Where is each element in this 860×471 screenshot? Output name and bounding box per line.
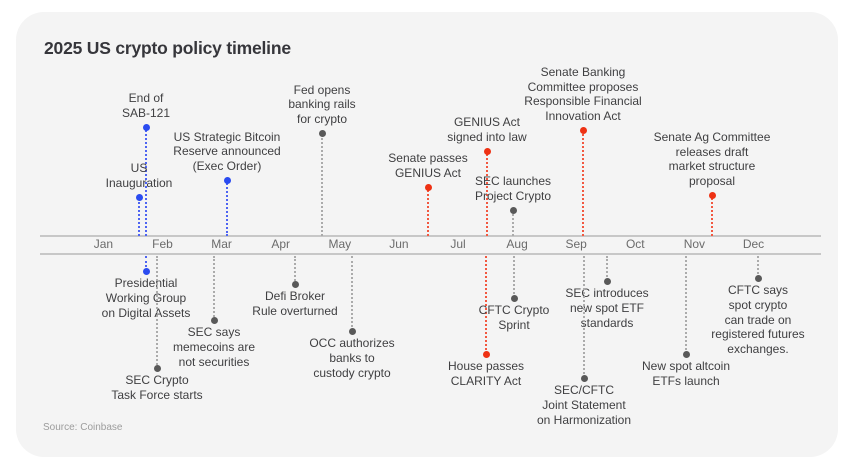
event-leader-line-sec-launches-project-crypto — [512, 210, 514, 236]
event-leader-line-sec-cftc-joint-statement — [583, 255, 585, 378]
event-dot-cftc-spot-on-futures-exchanges — [754, 274, 762, 282]
event-label-new-spot-altcoin-etfs: New spot altcoin ETFs launch — [641, 359, 731, 388]
event-leader-line-senate-passes-genius-act — [427, 187, 429, 236]
event-dot-sec-cftc-joint-statement — [580, 374, 588, 382]
event-label-cftc-spot-on-futures-exchanges: CFTC says spot crypto can trade on regis… — [711, 283, 805, 357]
source-caption: Source: Coinbase — [43, 422, 123, 433]
event-dot-presidential-working-group — [142, 267, 150, 275]
month-label: Jul — [450, 237, 466, 251]
month-label: Apr — [271, 237, 291, 251]
event-leader-line-us-strategic-bitcoin-reserve — [226, 180, 228, 236]
month-label: Nov — [683, 237, 706, 251]
event-leader-line-defi-broker-rule-overturned — [294, 255, 296, 284]
event-dot-genius-act-signed — [483, 147, 491, 155]
event-leader-line-end-of-sab-121 — [145, 127, 147, 236]
event-leader-line-sec-crypto-task-force — [156, 255, 158, 368]
event-leader-line-us-inauguration — [138, 197, 140, 236]
event-label-senate-passes-genius-act: Senate passes GENIUS Act — [388, 151, 468, 181]
event-dot-us-strategic-bitcoin-reserve — [223, 176, 231, 184]
event-leader-line-genius-act-signed — [486, 151, 488, 236]
chart-title: 2025 US crypto policy timeline — [44, 38, 291, 58]
event-dot-occ-authorizes-custody — [348, 327, 356, 335]
event-leader-line-occ-authorizes-custody — [351, 255, 353, 331]
event-label-us-strategic-bitcoin-reserve: US Strategic Bitcoin Reserve announced (… — [173, 129, 281, 174]
event-dot-sec-crypto-task-force — [153, 364, 161, 372]
month-label: Oct — [625, 237, 645, 251]
month-label: Jan — [93, 237, 114, 251]
event-label-presidential-working-group: Presidential Working Group on Digital As… — [101, 276, 191, 320]
event-dot-sec-new-spot-etf-standards — [603, 277, 611, 285]
event-dot-cftc-crypto-sprint — [510, 294, 518, 302]
event-leader-line-cftc-spot-on-futures-exchanges — [757, 255, 759, 278]
event-label-sec-launches-project-crypto: SEC launches Project Crypto — [474, 174, 552, 204]
event-dot-defi-broker-rule-overturned — [291, 280, 299, 288]
event-leader-line-fed-opens-banking-rails — [321, 133, 323, 236]
event-dot-senate-ag-market-structure — [708, 191, 716, 199]
event-dot-fed-opens-banking-rails — [318, 129, 326, 137]
event-label-sec-new-spot-etf-standards: SEC introduces new spot ETF standards — [565, 286, 649, 330]
event-label-sec-cftc-joint-statement: SEC/CFTC Joint Statement on Harmonizatio… — [536, 383, 632, 427]
event-dot-new-spot-altcoin-etfs — [682, 350, 690, 358]
event-label-cftc-crypto-sprint: CFTC Crypto Sprint — [478, 303, 550, 332]
event-dot-end-of-sab-121 — [142, 123, 150, 131]
month-label: Feb — [152, 237, 173, 251]
event-label-genius-act-signed: GENIUS Act signed into law — [447, 115, 527, 145]
event-dot-sec-memecoins-not-securities — [210, 316, 218, 324]
event-leader-line-new-spot-altcoin-etfs — [685, 255, 687, 354]
axis-line-bottom — [40, 252, 821, 255]
event-label-sec-crypto-task-force: SEC Crypto Task Force starts — [111, 373, 203, 402]
event-label-defi-broker-rule-overturned: Defi Broker Rule overturned — [252, 289, 338, 318]
event-leader-line-presidential-working-group — [145, 255, 147, 271]
month-label: Dec — [742, 237, 765, 251]
event-dot-house-passes-clarity-act — [482, 350, 490, 358]
event-leader-line-senate-ag-market-structure — [711, 195, 713, 236]
event-label-occ-authorizes-custody: OCC authorizes banks to custody crypto — [309, 336, 395, 380]
event-leader-line-senate-banking-rfia — [582, 130, 584, 236]
event-label-house-passes-clarity-act: House passes CLARITY Act — [447, 359, 525, 388]
event-dot-senate-passes-genius-act — [424, 183, 432, 191]
event-label-senate-ag-market-structure: Senate Ag Committee releases draft marke… — [653, 129, 771, 189]
event-label-end-of-sab-121: End of SAB-121 — [121, 91, 171, 121]
axis-line-top — [40, 234, 821, 237]
event-label-fed-opens-banking-rails: Fed opens banking rails for crypto — [288, 82, 356, 127]
event-dot-senate-banking-rfia — [579, 126, 587, 134]
event-leader-line-sec-memecoins-not-securities — [213, 255, 215, 320]
month-label: Mar — [211, 237, 232, 251]
month-label: Sep — [565, 237, 587, 251]
event-leader-line-house-passes-clarity-act — [485, 255, 487, 354]
month-label: Jun — [389, 237, 409, 251]
event-dot-us-inauguration — [135, 193, 143, 201]
event-leader-line-sec-new-spot-etf-standards — [606, 255, 608, 281]
event-leader-line-cftc-crypto-sprint — [513, 255, 515, 298]
event-label-sec-memecoins-not-securities: SEC says memecoins are not securities — [172, 325, 256, 369]
event-label-senate-banking-rfia: Senate Banking Committee proposes Respon… — [524, 64, 642, 124]
event-label-us-inauguration: US Inauguration — [105, 161, 173, 191]
event-dot-sec-launches-project-crypto — [509, 206, 517, 214]
month-label: May — [328, 237, 352, 251]
month-label: Aug — [506, 237, 528, 251]
